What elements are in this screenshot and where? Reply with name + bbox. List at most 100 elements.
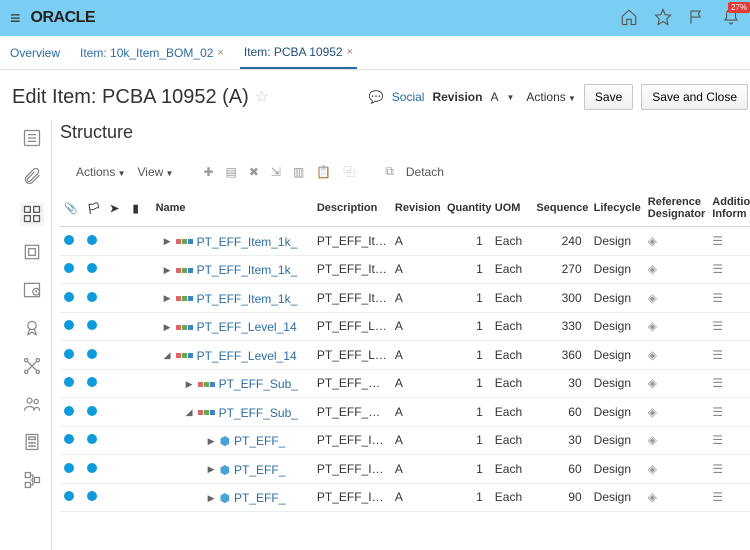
actions-menu[interactable]: Actions (526, 90, 576, 104)
cell-refdes[interactable]: ◈ (644, 341, 709, 370)
toolbar-actions-menu[interactable]: Actions (76, 165, 126, 179)
cell-name[interactable]: ▶PT_EFF_Sub_ (152, 369, 313, 398)
cell-name[interactable]: ◢PT_EFF_Level_14 (152, 341, 313, 370)
cell-addl[interactable]: ☰ (708, 284, 750, 313)
nav-structure-icon[interactable] (20, 202, 44, 226)
flag-icon[interactable] (688, 8, 706, 29)
table-row[interactable]: ◢PT_EFF_Level_14PT_EFF_Lev...A1Each360De… (60, 341, 750, 370)
cell-addl[interactable]: ☰ (708, 227, 750, 256)
cell-name[interactable]: ▶⬢PT_EFF_ (152, 426, 313, 455)
table-row[interactable]: ▶⬢PT_EFF_PT_EFF_ITE...A1Each90Design◈☰ (60, 483, 750, 512)
col-sequence[interactable]: Sequence (532, 190, 589, 227)
table-row[interactable]: ▶PT_EFF_Item_1k_PT_EFF_Ite...A1Each270De… (60, 255, 750, 284)
cell-addl[interactable]: ☰ (708, 398, 750, 427)
cell-name[interactable]: ▶PT_EFF_Item_1k_ (152, 284, 313, 313)
cell-refdes[interactable]: ◈ (644, 255, 709, 284)
cell-addl[interactable]: ☰ (708, 341, 750, 370)
cell-name[interactable]: ◢PT_EFF_Sub_ (152, 398, 313, 427)
col-addl[interactable]: Additional Inform (708, 190, 750, 227)
export-icon[interactable]: ⇲ (271, 165, 281, 179)
cell-addl[interactable]: ☰ (708, 455, 750, 484)
table-row[interactable]: ▶PT_EFF_Item_1k_PT_EFF_Ite...A1Each240De… (60, 227, 750, 256)
cell-refdes[interactable]: ◈ (644, 426, 709, 455)
edit-icon[interactable]: ▤ (226, 165, 237, 179)
cell-name[interactable]: ▶⬢PT_EFF_ (152, 483, 313, 512)
tab-close-icon[interactable]: × (347, 46, 353, 58)
save-button[interactable]: Save (584, 84, 633, 110)
social-link[interactable]: Social (392, 90, 425, 104)
col-uom[interactable]: UOM (491, 190, 533, 227)
cell-name[interactable]: ▶PT_EFF_Level_14 (152, 312, 313, 341)
nav-quality-icon[interactable] (20, 316, 44, 340)
nav-relationships-icon[interactable] (20, 354, 44, 378)
col-lifecycle[interactable]: Lifecycle (590, 190, 644, 227)
table-row[interactable]: ▶PT_EFF_Sub_PT_EFF_Su...A1Each30Design◈☰ (60, 369, 750, 398)
cell-refdes[interactable]: ◈ (644, 455, 709, 484)
col-quantity[interactable]: Quantity (443, 190, 491, 227)
star-icon[interactable] (654, 8, 672, 29)
cell-name[interactable]: ▶PT_EFF_Item_1k_ (152, 255, 313, 284)
cell-sequence: 30 (532, 369, 589, 398)
cell-description: PT_EFF_ITE... (313, 426, 391, 455)
revision-dropdown-icon[interactable]: ▼ (506, 93, 514, 102)
col-revision[interactable]: Revision (391, 190, 443, 227)
menu-icon[interactable]: ≡ (10, 8, 21, 29)
nav-history-icon[interactable] (20, 278, 44, 302)
col-arrow-icon[interactable]: ➤ (106, 190, 129, 227)
tab[interactable]: Overview (6, 36, 64, 69)
cell-sequence: 270 (532, 255, 589, 284)
cell-addl[interactable]: ☰ (708, 255, 750, 284)
favorite-star-icon[interactable]: ☆ (255, 87, 269, 107)
col-attach-icon[interactable]: 📎 (60, 190, 83, 227)
copy-icon[interactable]: ⿻ (343, 163, 355, 180)
home-icon[interactable] (620, 8, 638, 29)
col-refdes[interactable]: Reference Designator (644, 190, 709, 227)
nav-attachments-icon[interactable] (20, 164, 44, 188)
detach-button[interactable]: Detach (406, 165, 444, 179)
add-icon[interactable]: ✚ (203, 165, 213, 179)
cell-name[interactable]: ▶⬢PT_EFF_ (152, 455, 313, 484)
table-row[interactable]: ▶PT_EFF_Item_1k_PT_EFF_Ite...A1Each300De… (60, 284, 750, 313)
table-row[interactable]: ▶PT_EFF_Level_14PT_EFF_Lev...A1Each330De… (60, 312, 750, 341)
save-and-close-button[interactable]: Save and Close (641, 84, 748, 110)
nav-whereused-icon[interactable] (20, 468, 44, 492)
tab[interactable]: Item: 10k_Item_BOM_02× (76, 36, 228, 69)
nav-calc-icon[interactable] (20, 430, 44, 454)
table-row[interactable]: ◢PT_EFF_Sub_PT_EFF_Su...A1Each60Design◈☰ (60, 398, 750, 427)
nav-team-icon[interactable] (20, 392, 44, 416)
nav-catalog-icon[interactable] (20, 240, 44, 264)
detach-icon[interactable]: ⧉ (385, 164, 394, 179)
toolbar-view-menu[interactable]: View (138, 165, 174, 179)
col-flag-icon[interactable]: 🏳 (83, 190, 106, 227)
delete-icon[interactable]: ✖ (249, 165, 259, 179)
cell-addl[interactable]: ☰ (708, 483, 750, 512)
nav-general-icon[interactable] (20, 126, 44, 150)
col-name[interactable]: Name (152, 190, 313, 227)
freeze-icon[interactable]: ▥ (293, 165, 304, 179)
cell-addl[interactable]: ☰ (708, 426, 750, 455)
cell-addl[interactable]: ☰ (708, 312, 750, 341)
tab-close-icon[interactable]: × (217, 47, 223, 59)
clipboard-icon[interactable]: 📋 (316, 165, 331, 179)
cell-refdes[interactable]: ◈ (644, 284, 709, 313)
cell-revision: A (391, 369, 443, 398)
cell-addl[interactable]: ☰ (708, 369, 750, 398)
col-doc-icon[interactable]: ▮ (129, 190, 152, 227)
cell-status-dot2 (83, 455, 106, 484)
notification-icon[interactable]: 27% (722, 8, 740, 29)
tabbar: Overview Item: 10k_Item_BOM_02× Item: PCBA… (0, 36, 750, 70)
cell-description: PT_EFF_Lev... (313, 312, 391, 341)
cell-lifecycle: Design (590, 284, 644, 313)
cell-refdes[interactable]: ◈ (644, 227, 709, 256)
tab[interactable]: Item: PCBA 10952× (240, 36, 357, 69)
cell-blank2 (129, 227, 152, 256)
cell-refdes[interactable]: ◈ (644, 483, 709, 512)
cell-refdes[interactable]: ◈ (644, 398, 709, 427)
cell-name[interactable]: ▶PT_EFF_Item_1k_ (152, 227, 313, 256)
col-description[interactable]: Description (313, 190, 391, 227)
cell-refdes[interactable]: ◈ (644, 369, 709, 398)
table-row[interactable]: ▶⬢PT_EFF_PT_EFF_ITE...A1Each30Design◈☰ (60, 426, 750, 455)
table-row[interactable]: ▶⬢PT_EFF_PT_EFF_ITE...A1Each60Design◈☰ (60, 455, 750, 484)
social-icon[interactable]: 💬 (369, 90, 384, 104)
cell-refdes[interactable]: ◈ (644, 312, 709, 341)
